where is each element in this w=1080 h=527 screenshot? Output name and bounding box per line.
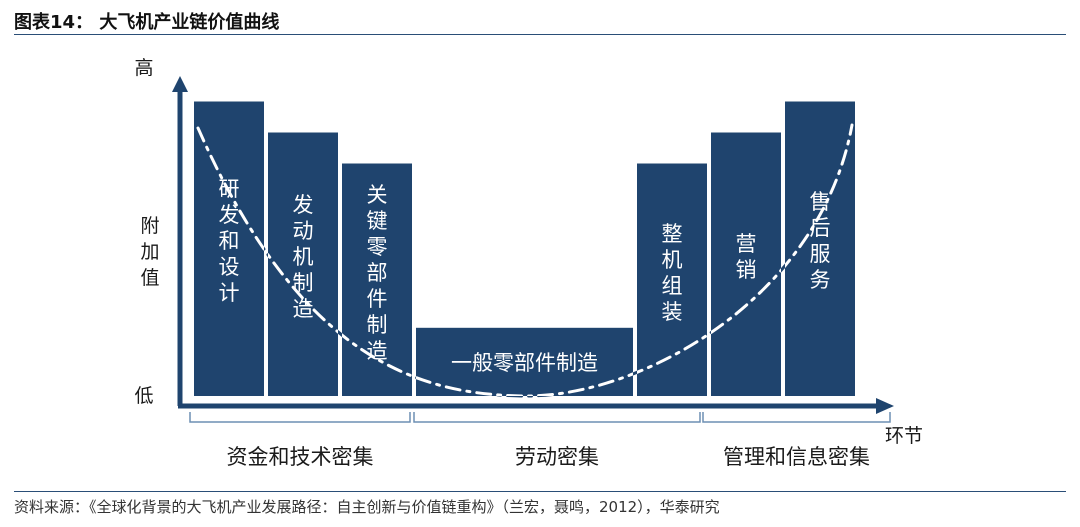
brace-0 (189, 412, 411, 423)
bar-0 (194, 101, 264, 396)
bar-label-4: 整机组装 (662, 222, 683, 324)
y-low-label: 低 (134, 385, 153, 407)
bars-group (194, 101, 855, 396)
group-braces (189, 412, 891, 423)
value-curve (196, 123, 854, 398)
bar-1 (268, 132, 338, 396)
bar-6 (785, 101, 855, 396)
x-axis-arrow (876, 398, 894, 414)
bar-label-5: 营销 (736, 232, 757, 282)
bar-label-0: 研发和设计 (219, 177, 240, 305)
group-label-0: 资金和技术密集 (227, 445, 374, 469)
bar-label-1: 发动机制造 (293, 193, 314, 321)
curve-over (196, 123, 854, 396)
bar-3 (416, 327, 633, 396)
axes-group (172, 76, 894, 414)
figure-header: 图表14： 大飞机产业链价值曲线 (14, 6, 1066, 36)
footer-rule (14, 491, 1066, 492)
y-axis-arrow (172, 76, 188, 92)
y-axis-label: 附加值 (140, 215, 159, 289)
chart-labels: 研发和设计 发动机制造 关键零部件制造一般零部件制造 整机组装 营销 售后服务 高低 附加值环… (134, 57, 923, 469)
bar-label-6: 售后服务 (810, 190, 831, 292)
bar-label-2: 关键零部件制造 (367, 183, 388, 363)
figure-title: 图表14： 大飞机产业链价值曲线 (14, 12, 280, 33)
brace-1 (413, 412, 701, 423)
bar-label-3: 一般零部件制造 (451, 351, 598, 375)
y-high-label: 高 (134, 57, 153, 79)
group-label-2: 管理和信息密集 (723, 445, 870, 469)
group-label-1: 劳动密集 (515, 445, 599, 469)
x-axis-label: 环节 (885, 425, 923, 447)
bar-4 (637, 163, 707, 396)
header-rule (14, 34, 1066, 35)
brace-2 (702, 412, 891, 423)
bar-5 (711, 132, 781, 396)
bar-2 (342, 163, 412, 396)
source-note: 资料来源：《全球化背景的大飞机产业发展路径：自主创新与价值链重构》（兰宏，聂鸣，… (14, 498, 720, 516)
